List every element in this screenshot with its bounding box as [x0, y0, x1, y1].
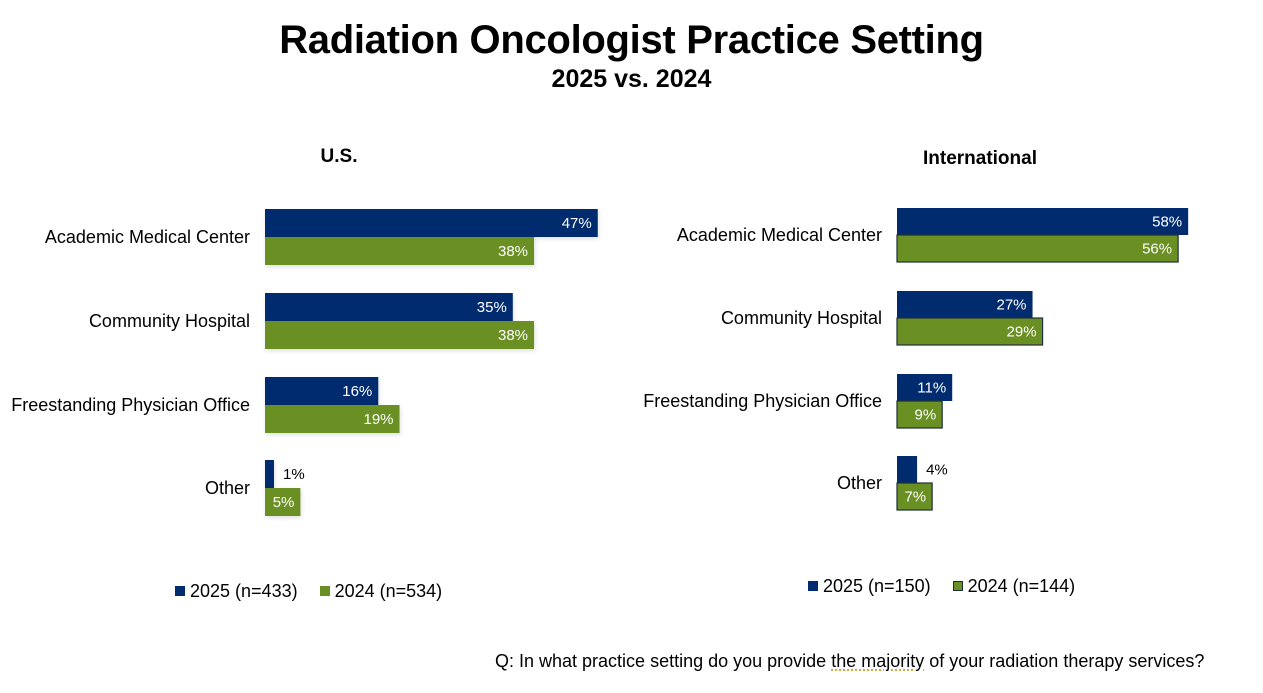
chart-subtitle: 2025 vs. 2024 — [551, 65, 712, 93]
international-data-label: 56% — [1142, 241, 1172, 258]
us-legend-item-2024: 2024 (n=534) — [319, 580, 443, 602]
legend-swatch-2025 — [808, 581, 818, 591]
international-bar-2024 — [896, 234, 1179, 263]
international-bar-2025 — [897, 291, 1033, 318]
international-legend-item-2025: 2025 (n=150) — [808, 575, 931, 597]
us-bar-2024 — [265, 237, 535, 265]
chart-title: Radiation Oncologist Practice Setting — [279, 18, 984, 62]
legend-label: 2025 (n=150) — [823, 576, 931, 596]
international-data-label: 29% — [1007, 324, 1037, 341]
legend-swatch-2024 — [952, 581, 963, 591]
international-category-label: Other — [837, 473, 882, 493]
question-text-start: Q: In what practice setting do you provi… — [495, 651, 832, 671]
legend-swatch-2024 — [319, 586, 330, 596]
us-data-label: 19% — [363, 411, 393, 428]
international-bar-2024 — [896, 400, 943, 429]
international-data-label: 4% — [926, 462, 948, 479]
question-text-end: of your radiation therapy services? — [924, 651, 1205, 671]
us-bar-2024 — [265, 405, 400, 433]
us-data-label: 35% — [477, 299, 507, 316]
us-data-label: 38% — [498, 327, 528, 344]
legend-label: 2024 (n=144) — [967, 576, 1076, 596]
us-bar-2024 — [265, 488, 301, 516]
international-bar-2024 — [896, 482, 933, 511]
international-legend-item-2024: 2024 (n=144) — [952, 575, 1076, 597]
international-data-label: 27% — [997, 297, 1027, 314]
us-category-label: Other — [205, 478, 250, 498]
us-data-label: 38% — [498, 243, 528, 260]
us-bar-2025 — [265, 377, 379, 405]
international-data-label: 58% — [1152, 214, 1182, 231]
international-panel-title: International — [922, 148, 1037, 169]
us-data-label: 1% — [283, 466, 305, 483]
us-panel-title: U.S. — [320, 146, 358, 167]
survey-question: Q: In what practice setting do you provi… — [495, 650, 1204, 672]
us-data-label: 16% — [342, 383, 372, 400]
international-category-label: Academic Medical Center — [677, 225, 882, 245]
us-bar-2025 — [265, 460, 274, 488]
us-bar-2025 — [265, 293, 513, 321]
international-legend: 2025 (n=150) 2024 (n=144) — [808, 575, 1097, 597]
international-bar-2025 — [897, 208, 1189, 235]
international-category-label: Freestanding Physician Office — [643, 391, 882, 411]
legend-label: 2025 (n=433) — [190, 581, 298, 601]
international-data-label: 11% — [917, 380, 946, 397]
international-bar-2025 — [897, 456, 918, 483]
us-legend: 2025 (n=433) 2024 (n=534) — [175, 580, 464, 602]
international-bar-2024 — [896, 317, 1044, 346]
international-category-label: Community Hospital — [721, 308, 882, 328]
us-data-label: 47% — [562, 215, 592, 232]
legend-swatch-2025 — [175, 586, 185, 596]
legend-label: 2024 (n=534) — [334, 581, 443, 601]
us-category-label: Academic Medical Center — [45, 227, 250, 247]
us-bar-2025 — [265, 209, 598, 237]
us-category-label: Freestanding Physician Office — [11, 395, 250, 415]
us-category-label: Community Hospital — [89, 311, 250, 331]
international-data-label: 7% — [904, 489, 926, 506]
grammar-flagged-text: the majority — [831, 651, 925, 671]
us-data-label: 5% — [273, 494, 295, 511]
us-legend-item-2025: 2025 (n=433) — [175, 580, 298, 602]
international-data-label: 9% — [914, 407, 936, 424]
us-bar-2024 — [265, 321, 535, 349]
international-bar-2025 — [897, 374, 953, 401]
